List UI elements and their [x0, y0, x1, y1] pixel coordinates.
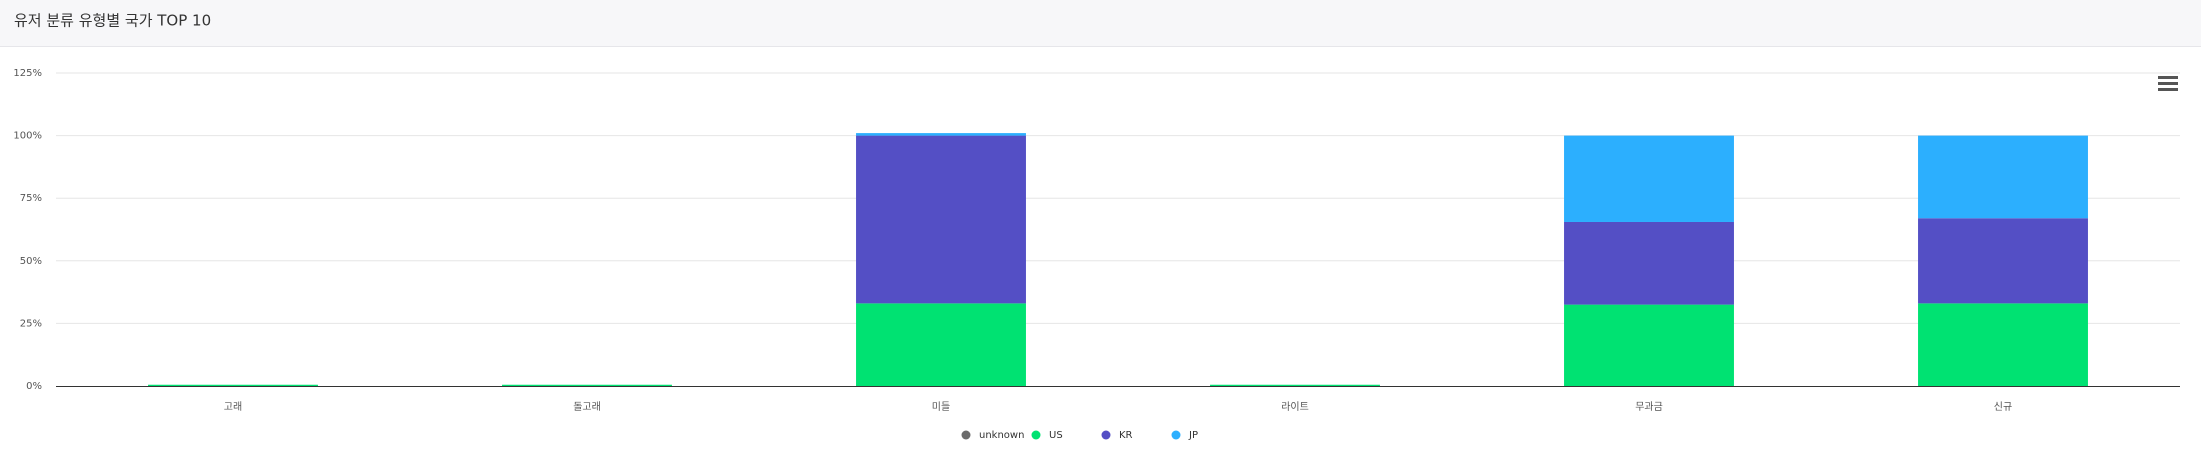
legend-label[interactable]: JP — [1188, 430, 1198, 441]
y-tick-label: 0% — [26, 381, 42, 392]
x-tick-label: 돌고래 — [573, 401, 601, 413]
bar-segment — [1564, 221, 1734, 305]
x-tick-label: 무과금 — [1635, 401, 1663, 413]
legend-marker — [1101, 430, 1111, 440]
bar-segment — [856, 133, 1026, 136]
y-tick-label: 75% — [20, 193, 42, 204]
legend-label[interactable]: unknown — [979, 430, 1024, 441]
legend-marker — [1031, 430, 1041, 440]
x-tick-label: 미들 — [932, 401, 950, 413]
legend-marker — [961, 430, 971, 440]
x-tick-label: 라이트 — [1281, 401, 1309, 413]
bar-segment — [856, 303, 1026, 386]
bar-segment — [1918, 218, 2088, 304]
bar-segment — [1564, 304, 1734, 386]
y-tick-label: 25% — [20, 318, 42, 329]
y-tick-label: 125% — [13, 68, 42, 79]
chart-title: 유저 분류 유형별 국가 TOP 10 — [14, 12, 211, 30]
bar-segment — [1210, 384, 1380, 386]
bar-segment — [502, 384, 672, 386]
bar-segment — [1918, 135, 2088, 219]
x-tick-label: 신규 — [1994, 401, 2012, 413]
menu-line — [2158, 82, 2178, 85]
bar-segment — [856, 135, 1026, 304]
menu-line — [2158, 76, 2178, 79]
x-tick-label: 고래 — [224, 401, 242, 413]
legend-marker — [1171, 430, 1181, 440]
y-tick-label: 50% — [20, 256, 42, 267]
menu-button[interactable] — [2158, 76, 2178, 91]
legend-label[interactable]: KR — [1119, 430, 1133, 441]
header-bar — [0, 0, 2201, 46]
y-tick-label: 100% — [13, 131, 42, 142]
bar-segment — [1564, 135, 1734, 222]
legend-label[interactable]: US — [1049, 430, 1063, 441]
menu-line — [2158, 88, 2178, 91]
bar-segment — [1918, 303, 2088, 386]
bar-segment — [148, 384, 318, 386]
